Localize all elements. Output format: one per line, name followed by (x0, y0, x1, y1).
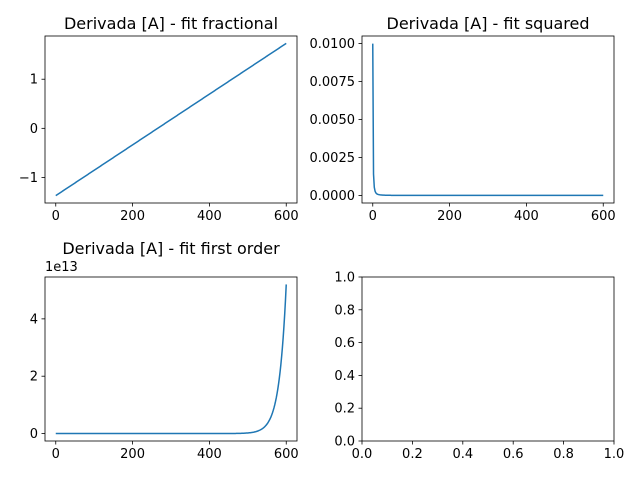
subplot-3: Derivada [A] - fit first order 1e13 0 200… (30, 239, 299, 462)
subplot-2-plot: 0 200 400 600 0.0000 0.0025 0.0050 0.0075 0.0100 (310, 35, 616, 224)
subplot-1: Derivada [A] - fit fractional 0 200 400 600… (19, 14, 299, 224)
chart1-x-tick-label: 400 (197, 209, 222, 224)
chart4-x-tick-label: 1.0 (604, 447, 625, 462)
chart2-y-tick-label: 0.0100 (310, 37, 356, 52)
chart2-y-tick-label: 0.0000 (310, 189, 356, 204)
chart1-y-tick-label: −1 (19, 171, 38, 186)
chart3-y-tick-label: 0 (30, 427, 38, 442)
chart4-y-tick-label: 0.4 (334, 369, 355, 384)
chart1-axes-frame (44, 35, 298, 204)
subplot-4-plot: 0.0 0.2 0.4 0.6 0.8 1.0 0.0 0.2 0.4 0.6 0.8 1.0 (334, 271, 624, 463)
chart4-y-tick-label: 0.6 (334, 336, 355, 351)
chart4-x-tick-label: 0.0 (352, 447, 373, 462)
subplot-3-offset-text: 1e13 (45, 260, 78, 275)
chart4-x-tick-label: 0.8 (553, 447, 574, 462)
chart3-x-tick-label: 0 (52, 447, 60, 462)
chart2-y-tick-label: 0.0075 (310, 75, 356, 90)
chart4-x-tick-label: 0.2 (402, 447, 423, 462)
chart4-x-tick-label: 0.4 (452, 447, 473, 462)
chart1-x-tick-label: 200 (120, 209, 145, 224)
chart4-y-tick-label: 0.8 (334, 303, 355, 318)
subplot-2: Derivada [A] - fit squared 0 200 400 600 0.0… (310, 14, 616, 224)
chart1-x-tick-label: 600 (274, 209, 299, 224)
chart2-x-tick-label: 0 (369, 209, 377, 224)
subplot-3-title: Derivada [A] - fit first order (62, 239, 280, 258)
chart2-series-line-1 (372, 43, 604, 197)
chart3-series-line-1 (55, 284, 287, 435)
chart3-y-tick-label: 2 (30, 370, 38, 385)
chart1-x-tick-label: 0 (52, 209, 60, 224)
subplot-3-plot: 0 200 400 600 0 2 4 (30, 276, 299, 462)
chart1-y-tick-label: 0 (30, 122, 38, 137)
chart1-series-line-1 (55, 42, 287, 197)
subplot-1-title: Derivada [A] - fit fractional (64, 14, 278, 33)
chart4-y-tick-label: 0.2 (334, 402, 355, 417)
chart4-y-tick-label: 0.0 (334, 435, 355, 450)
chart2-y-tick-label: 0.0025 (310, 151, 356, 166)
chart3-axes-frame (44, 276, 298, 442)
chart3-y-tick-label: 4 (30, 312, 38, 327)
chart3-x-tick-label: 600 (274, 447, 299, 462)
chart3-x-tick-label: 400 (197, 447, 222, 462)
chart1-y-tick-label: 1 (30, 73, 38, 88)
chart2-x-tick-label: 200 (437, 209, 462, 224)
subplot-4: 0.0 0.2 0.4 0.6 0.8 1.0 0.0 0.2 0.4 0.6 0.8 1.0 (334, 271, 624, 463)
chart2-x-tick-label: 400 (514, 209, 539, 224)
chart2-x-tick-label: 600 (591, 209, 616, 224)
chart4-x-tick-label: 0.6 (503, 447, 524, 462)
chart4-y-tick-label: 1.0 (334, 271, 355, 286)
chart4-axes-frame (361, 276, 615, 442)
chart2-y-tick-label: 0.0050 (310, 113, 356, 128)
chart3-x-tick-label: 200 (120, 447, 145, 462)
subplot-2-title: Derivada [A] - fit squared (387, 14, 590, 33)
subplot-1-plot: 0 200 400 600 −1 0 1 (19, 35, 299, 224)
